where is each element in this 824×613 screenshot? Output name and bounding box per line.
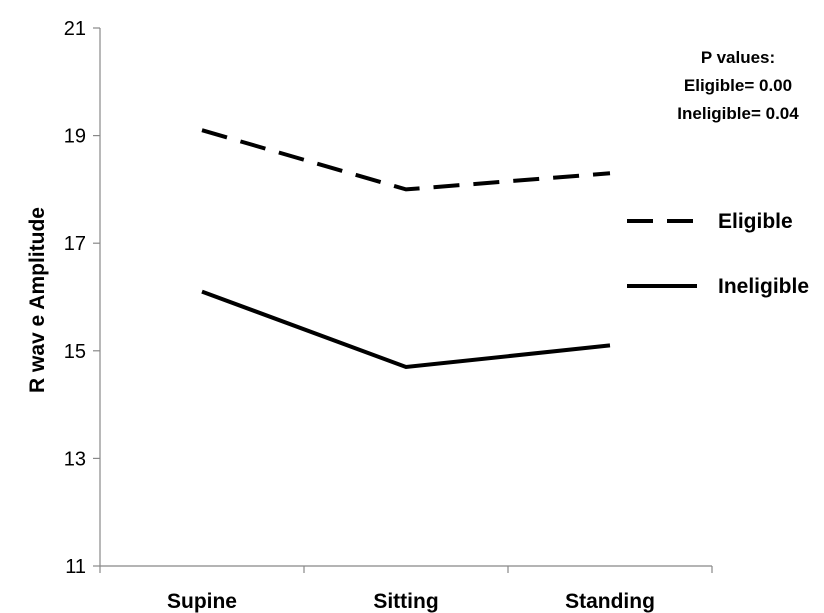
- y-tick-label: 11: [65, 556, 86, 578]
- x-category-label: Sitting: [373, 590, 438, 613]
- series-layer: [201, 128, 611, 369]
- y-tick-label: 15: [64, 341, 86, 363]
- series-line-eligible: [201, 128, 611, 192]
- y-axis-title: R wav e Amplitude: [26, 207, 49, 393]
- y-tick-label: 17: [64, 233, 86, 255]
- y-axis: 11 13 15 17 19 21: [64, 18, 101, 578]
- annotation-line-3: Ineligible= 0.04: [677, 104, 799, 123]
- y-tick-label: 19: [64, 126, 86, 148]
- legend: Eligible Ineligible: [627, 210, 809, 298]
- y-tick-label: 21: [64, 18, 86, 40]
- y-tick-label: 13: [64, 448, 86, 470]
- annotation-line-2: Eligible= 0.00: [684, 76, 792, 95]
- p-values-annotation: P values: Eligible= 0.00 Ineligible= 0.0…: [677, 48, 799, 123]
- series-line-ineligible: [201, 289, 611, 369]
- legend-label-eligible: Eligible: [718, 210, 793, 233]
- legend-label-ineligible: Ineligible: [718, 275, 809, 298]
- x-category-label: Standing: [565, 590, 655, 613]
- x-axis: Supine Sitting Standing: [99, 565, 713, 613]
- x-category-label: Supine: [167, 590, 237, 613]
- annotation-line-1: P values:: [701, 48, 775, 67]
